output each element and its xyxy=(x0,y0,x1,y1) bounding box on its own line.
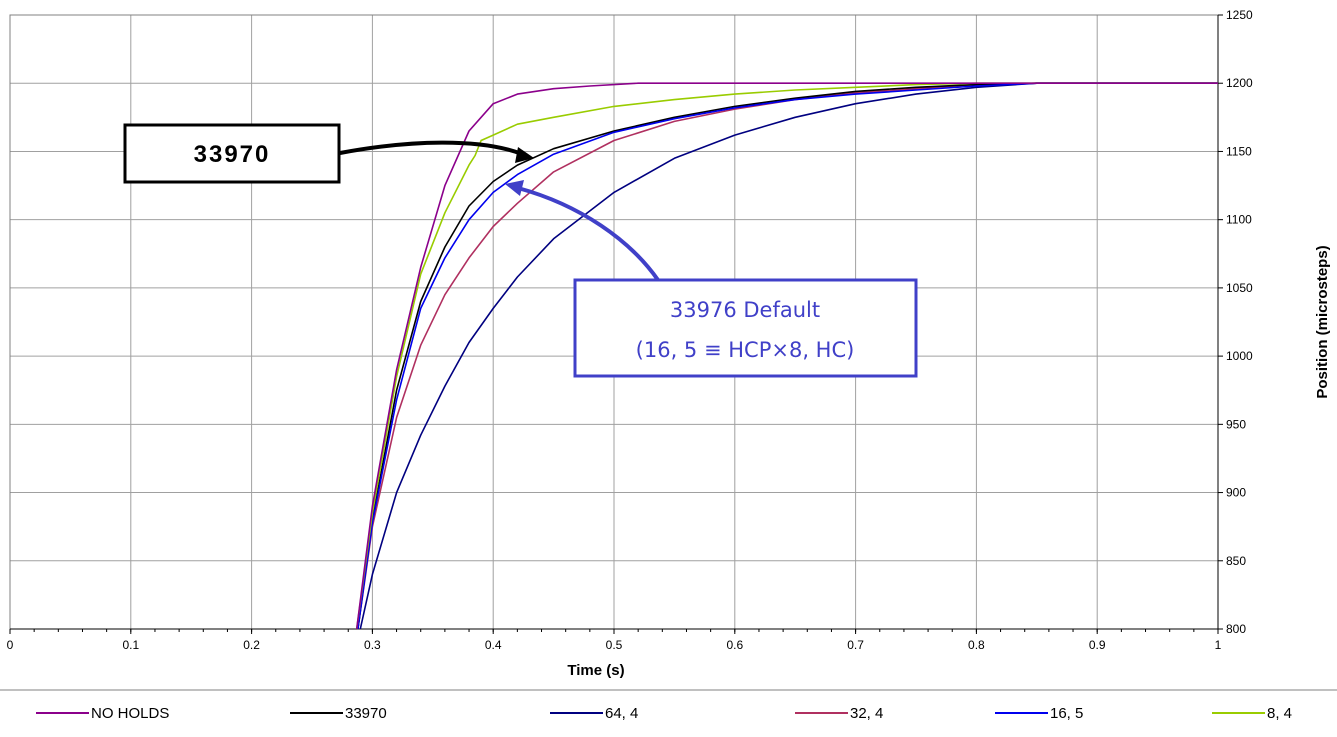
x-tick-label: 0.1 xyxy=(122,638,139,652)
x-tick-label: 0.3 xyxy=(364,638,381,652)
legend-label: 64, 4 xyxy=(605,705,638,722)
legend-label: 8, 4 xyxy=(1267,705,1292,722)
x-tick-label: 0.8 xyxy=(968,638,985,652)
y-tick-label: 1200 xyxy=(1226,76,1253,90)
y-tick-label: 1250 xyxy=(1226,8,1253,22)
legend: NO HOLDS 33970 64, 4 32, 4 16, 5 8, 4 xyxy=(36,705,1292,722)
callout-blue-arrowhead xyxy=(505,180,524,196)
legend-label: 33970 xyxy=(345,705,387,722)
callout-blue-arrow xyxy=(517,186,660,282)
y-tick-label: 800 xyxy=(1226,622,1246,636)
y-tick-label: 1150 xyxy=(1226,144,1252,158)
callout-33976-default: 33976 Default (16, 5 ≡ HCP×8, HC) xyxy=(505,180,918,378)
y-tick-label: 1100 xyxy=(1226,213,1252,227)
series-line-32-4 xyxy=(357,82,1218,630)
series-line-16-5 xyxy=(357,82,1218,630)
series-line-no-holds xyxy=(355,82,1218,630)
callout-blue-box xyxy=(573,278,918,378)
x-tick-label: 0.4 xyxy=(485,638,502,652)
x-tick-label: 1 xyxy=(1215,638,1222,652)
callout-33970: 33970 xyxy=(123,123,534,184)
x-tick-label: 0.5 xyxy=(606,638,623,652)
axis-ticks xyxy=(9,14,1223,634)
x-tick-label: 0 xyxy=(7,638,14,652)
callout-black-box xyxy=(123,123,341,184)
callout-black-arrow xyxy=(339,140,523,156)
callout-blue-line1: 33976 Default xyxy=(670,298,820,322)
y-axis-title: Position (microsteps) xyxy=(1314,245,1331,398)
y-tick-label: 950 xyxy=(1226,417,1246,431)
x-tick-label: 0.9 xyxy=(1089,638,1106,652)
y-tick-label: 850 xyxy=(1226,554,1246,568)
x-tick-label: 0.2 xyxy=(243,638,260,652)
x-axis-title: Time (s) xyxy=(567,662,624,679)
y-tick-label: 900 xyxy=(1226,486,1246,500)
y-tick-label: 1000 xyxy=(1226,349,1253,363)
y-tick-labels: 800 850 900 950 1000 1050 1100 1150 1200 1250 xyxy=(1226,8,1253,636)
legend-label: 16, 5 xyxy=(1050,705,1083,722)
x-tick-labels: 0 0.1 0.2 0.3 0.4 0.5 0.6 0.7 0.8 0.9 1 xyxy=(7,638,1222,652)
callout-black-arrowhead xyxy=(515,147,534,163)
x-tick-label: 0.7 xyxy=(847,638,864,652)
callout-blue-line2: (16, 5 ≡ HCP×8, HC) xyxy=(636,338,855,362)
x-tick-label: 0.6 xyxy=(726,638,743,652)
callout-black-label: 33970 xyxy=(194,141,271,168)
series-line-8-4 xyxy=(355,82,1218,630)
series-line-33970 xyxy=(357,82,1218,630)
legend-label: NO HOLDS xyxy=(91,705,169,722)
y-tick-label: 1050 xyxy=(1226,281,1253,295)
legend-label: 32, 4 xyxy=(850,705,883,722)
